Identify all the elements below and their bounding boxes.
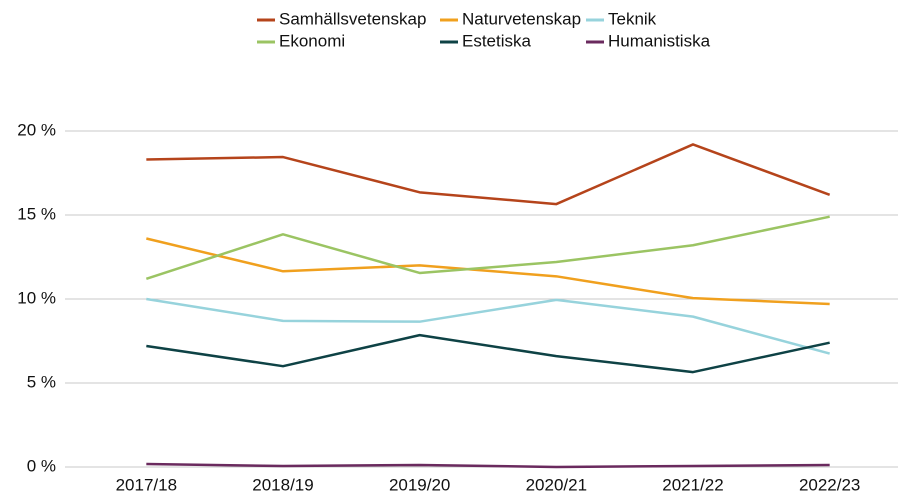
y-tick-label: 10 % [17, 288, 56, 307]
legend-label: Ekonomi [279, 31, 345, 50]
y-tick-label: 0 % [27, 456, 56, 475]
x-tick-label: 2017/18 [116, 475, 177, 494]
series-line [146, 333, 830, 374]
legend-label: Naturvetenskap [462, 9, 581, 28]
legend-label: Samhällsvetenskap [279, 9, 426, 28]
x-tick-label: 2020/21 [526, 475, 587, 494]
series-line [146, 143, 831, 206]
y-tick-label: 15 % [17, 204, 56, 223]
legend-label: Teknik [608, 9, 657, 28]
series-line [146, 297, 830, 355]
series-line [145, 215, 830, 281]
x-tick-label: 2022/23 [799, 475, 860, 494]
legend-label: Humanistiska [608, 31, 711, 50]
legend-label: Estetiska [462, 31, 532, 50]
series-line [146, 237, 830, 306]
x-tick-label: 2021/22 [662, 475, 723, 494]
x-tick-label: 2018/19 [252, 475, 313, 494]
series-line [146, 462, 830, 469]
y-tick-label: 20 % [17, 120, 56, 139]
x-tick-label: 2019/20 [389, 475, 450, 494]
y-tick-label: 5 % [27, 372, 56, 391]
